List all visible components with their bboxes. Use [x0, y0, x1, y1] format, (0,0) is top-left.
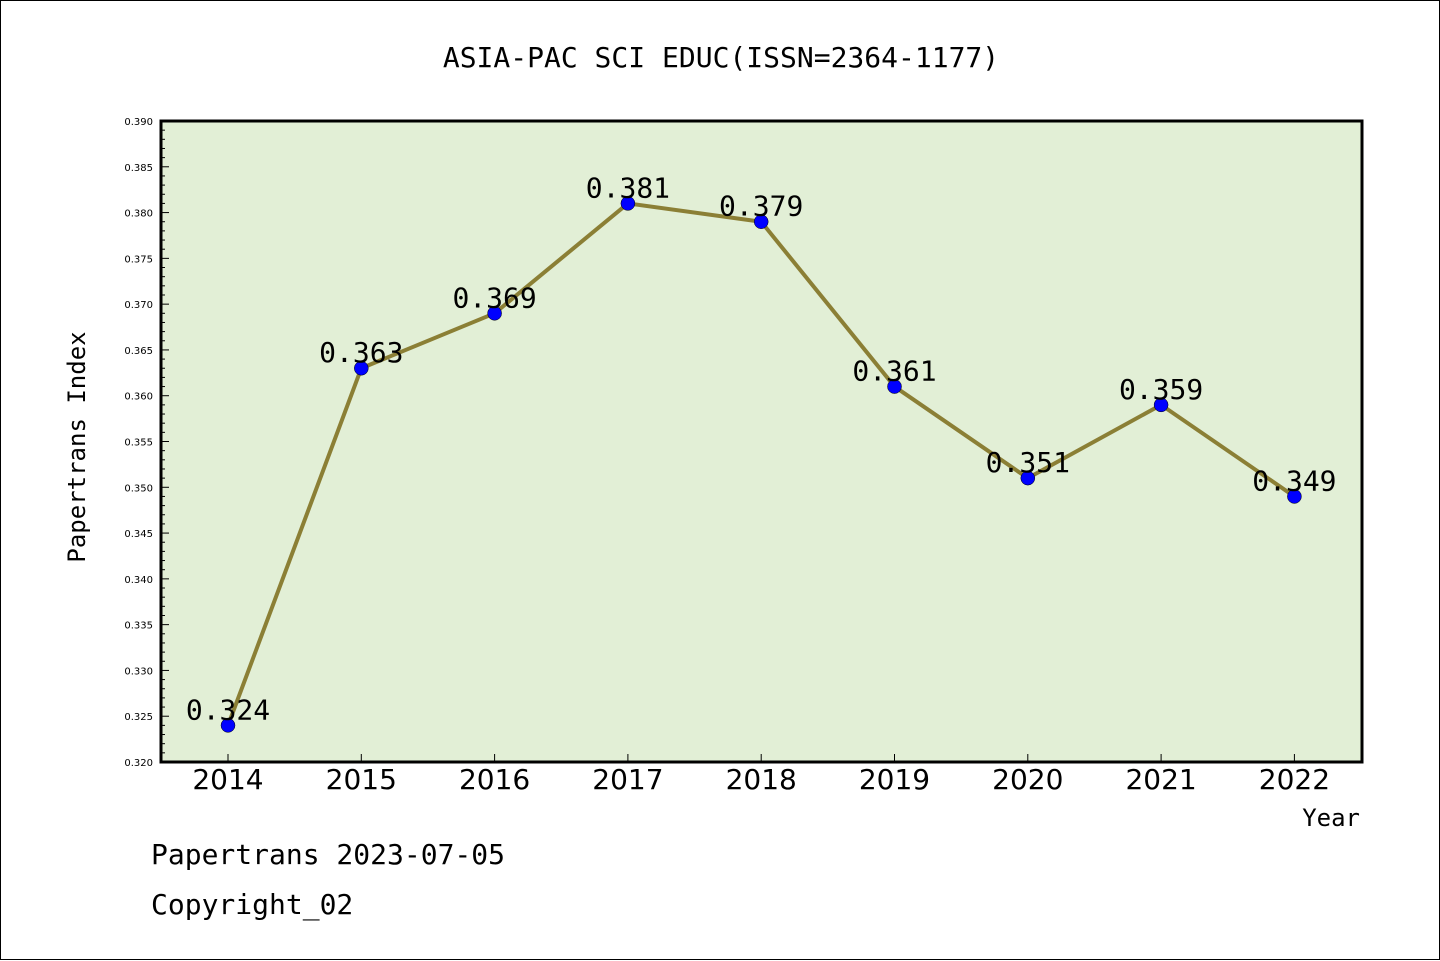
data-label: 0.369: [452, 281, 536, 314]
x-tick-label: 2022: [1259, 763, 1330, 796]
x-axis-title: Year: [1302, 804, 1360, 832]
y-tick-label: 0.320: [124, 758, 153, 769]
x-tick-label: 2020: [992, 763, 1063, 796]
data-point: [1287, 489, 1302, 504]
x-tick-label: 2016: [459, 763, 530, 796]
x-tick-label: 2018: [726, 763, 797, 796]
y-tick-label: 0.355: [124, 438, 153, 449]
data-point: [620, 196, 636, 211]
y-tick-label: 0.390: [124, 117, 153, 128]
data-label: 0.351: [986, 446, 1070, 479]
data-label: 0.361: [852, 355, 936, 388]
footer-date: Papertrans 2023-07-05: [151, 838, 505, 871]
x-tick-label: 2015: [326, 763, 397, 796]
y-tick-label: 0.370: [124, 300, 153, 311]
y-tick-label: 0.330: [124, 666, 153, 677]
y-tick-label: 0.360: [124, 392, 153, 403]
x-tick-label: 2019: [859, 763, 930, 796]
y-tick-label: 0.340: [124, 575, 153, 586]
x-tick-label: 2014: [192, 763, 263, 796]
data-label: 0.349: [1252, 464, 1336, 497]
x-tick-label: 2021: [1125, 763, 1196, 796]
data-label: 0.381: [586, 171, 670, 204]
y-tick-label: 0.335: [124, 621, 153, 632]
y-tick-label: 0.325: [124, 712, 153, 723]
chart-title: ASIA-PAC SCI EDUC(ISSN=2364-1177): [443, 41, 999, 74]
y-tick-label: 0.385: [124, 163, 153, 174]
data-label: 0.359: [1119, 373, 1203, 406]
x-tick-label: 2017: [592, 763, 663, 796]
footer-copyright: Copyright_02: [151, 888, 353, 922]
y-tick-label: 0.375: [124, 254, 153, 265]
y-axis-ticks: 0.320 0.325 0.330 0.335 0.340 0.345 0.350 0.355…: [124, 117, 169, 769]
x-axis-ticks: 2014 2015 2016 2017 2018 2019 2020 2021 2022: [192, 754, 1330, 796]
data-label: 0.324: [186, 693, 270, 726]
data-point: [1020, 470, 1036, 486]
data-point: [887, 379, 902, 394]
y-tick-label: 0.345: [124, 529, 153, 540]
y-tick-label: 0.350: [124, 483, 153, 494]
y-axis-title: Papertrans Index: [63, 331, 91, 562]
data-point: [1153, 397, 1169, 413]
y-tick-label: 0.365: [124, 346, 153, 357]
data-point: [354, 360, 369, 376]
data-point: [753, 214, 769, 229]
y-tick-label: 0.380: [124, 209, 153, 220]
data-point: [220, 718, 236, 733]
series: 0.324 0.363 0.369 0.381 0.379 0.361 0.351 0.359…: [186, 171, 1337, 733]
data-label: 0.379: [719, 190, 803, 223]
plot-border: [159, 119, 1364, 764]
data-label: 0.363: [319, 336, 403, 369]
data-point: [487, 306, 502, 321]
